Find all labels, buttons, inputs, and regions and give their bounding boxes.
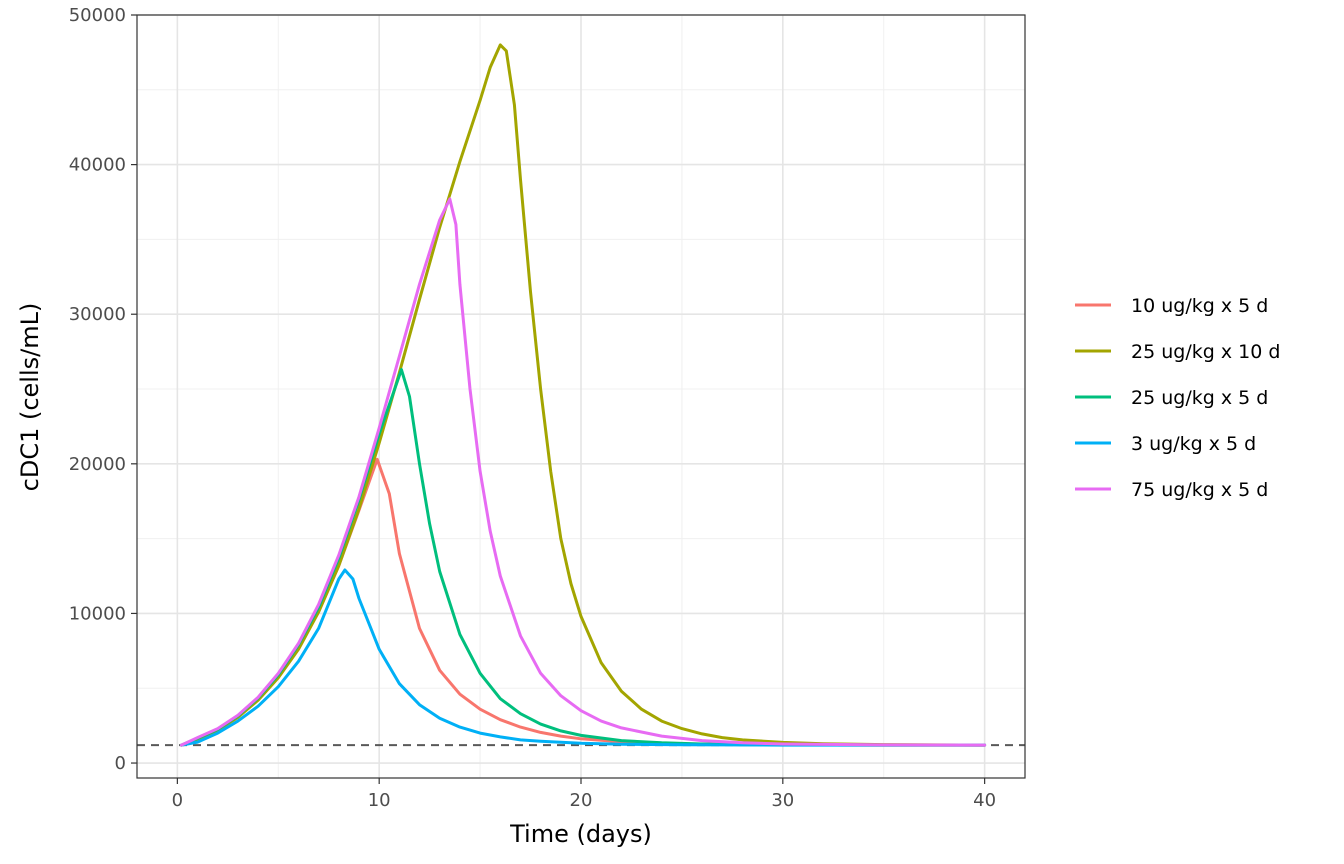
y-axis-tick-label: 40000 xyxy=(69,155,126,176)
legend-item-label: 25 ug/kg x 5 d xyxy=(1131,387,1268,409)
x-axis-title: Time (days) xyxy=(509,820,652,848)
legend: 10 ug/kg x 5 d 25 ug/kg x 10 d 25 ug/kg x … xyxy=(1075,295,1280,501)
y-axis-tick-label: 0 xyxy=(115,753,126,774)
y-axis-tick-label: 30000 xyxy=(69,304,126,325)
series-line xyxy=(179,568,987,747)
series-lines xyxy=(179,43,987,747)
x-axis-tick-label: 40 xyxy=(973,790,996,811)
series-line xyxy=(179,43,987,747)
axes: 0 10 20 30 40 0 10000 20000 30000 40000 50000 xyxy=(69,5,996,811)
legend-item-label: 3 ug/kg x 5 d xyxy=(1131,433,1256,455)
legend-item-label: 75 ug/kg x 5 d xyxy=(1131,479,1268,501)
series-line xyxy=(179,197,987,747)
x-axis-tick-label: 0 xyxy=(172,790,183,811)
x-axis-tick-label: 20 xyxy=(570,790,593,811)
x-axis-tick-label: 10 xyxy=(368,790,391,811)
y-axis-title: cDC1 (cells/mL) xyxy=(16,303,44,492)
legend-item-label: 10 ug/kg x 5 d xyxy=(1131,295,1268,317)
y-axis-tick-label: 20000 xyxy=(69,454,126,475)
legend-item-label: 25 ug/kg x 10 d xyxy=(1131,341,1280,363)
x-axis-tick-label: 30 xyxy=(771,790,794,811)
y-axis-tick-label: 50000 xyxy=(69,5,126,26)
y-axis-tick-label: 10000 xyxy=(69,603,126,624)
